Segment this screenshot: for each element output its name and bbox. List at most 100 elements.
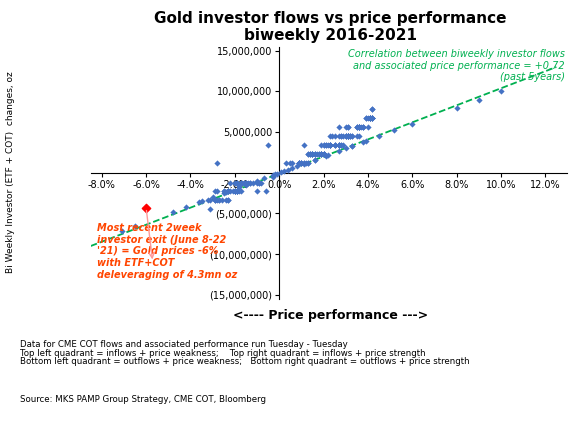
Point: [352, 124, 362, 131]
Point: [241, 179, 250, 186]
Point: [212, 197, 222, 204]
Point: [206, 197, 215, 204]
Point: [346, 133, 355, 139]
Point: [343, 124, 353, 131]
Point: [361, 115, 370, 122]
Point: [341, 133, 350, 139]
Point: [308, 151, 317, 157]
Point: [366, 115, 375, 122]
Point: [117, 227, 126, 234]
Point: [496, 88, 505, 95]
Point: [221, 197, 230, 204]
Point: [232, 188, 242, 195]
Point: [239, 179, 249, 186]
Point: [168, 209, 177, 215]
Point: [223, 197, 233, 204]
Point: [341, 133, 350, 139]
Point: [367, 115, 377, 122]
Point: [299, 160, 308, 167]
Point: [367, 106, 377, 113]
Point: [237, 179, 246, 186]
Point: [367, 115, 377, 122]
Point: [305, 151, 315, 157]
Point: [355, 124, 364, 131]
Point: [328, 133, 337, 139]
Point: [215, 197, 224, 204]
Point: [346, 133, 355, 139]
Point: [361, 115, 370, 122]
Point: [316, 151, 326, 157]
Point: [303, 151, 312, 157]
Point: [343, 133, 353, 139]
Point: [310, 156, 319, 163]
Point: [316, 151, 326, 157]
Point: [335, 142, 344, 148]
Point: [252, 179, 261, 186]
Text: Data for CME COT flows and associated performance run Tuesday - Tuesday: Data for CME COT flows and associated pe…: [20, 340, 348, 349]
Point: [294, 159, 304, 166]
Point: [226, 179, 235, 186]
Point: [352, 124, 362, 131]
Text: Bottom left quadrant = outflows + price weakness;   Bottom right quadrant = outf: Bottom left quadrant = outflows + price …: [20, 357, 470, 365]
Point: [374, 133, 384, 139]
Point: [221, 189, 230, 196]
Point: [321, 142, 331, 148]
Point: [325, 142, 335, 148]
Point: [335, 133, 344, 139]
Point: [312, 151, 322, 157]
Point: [367, 115, 377, 122]
Point: [339, 133, 348, 139]
Point: [232, 188, 242, 195]
Point: [347, 133, 357, 139]
Point: [474, 96, 483, 103]
Point: [452, 104, 461, 111]
Point: [347, 133, 357, 139]
Point: [292, 163, 302, 170]
Text: Correlation between biweekly investor flows
and associated price performance = +: Correlation between biweekly investor fl…: [348, 49, 565, 82]
Point: [232, 179, 242, 186]
Point: [359, 139, 368, 145]
Point: [408, 120, 417, 127]
Point: [310, 151, 319, 157]
Point: [288, 165, 297, 171]
Point: [335, 142, 344, 148]
Point: [237, 179, 246, 186]
Point: [321, 152, 331, 159]
Point: [355, 124, 364, 131]
Point: [355, 124, 364, 131]
Point: [366, 115, 375, 122]
Point: [343, 133, 353, 139]
Point: [324, 151, 333, 158]
Point: [301, 159, 311, 166]
Point: [232, 179, 242, 186]
Point: [310, 151, 319, 157]
Point: [363, 115, 373, 122]
Point: [232, 188, 242, 195]
Point: [330, 142, 339, 148]
Point: [294, 159, 304, 166]
Point: [319, 151, 328, 157]
Point: [181, 204, 191, 210]
Point: [343, 133, 353, 139]
Point: [232, 179, 242, 186]
Point: [212, 188, 222, 195]
Point: [308, 151, 317, 157]
Point: [325, 142, 335, 148]
Point: [308, 151, 317, 157]
Point: [235, 188, 244, 195]
Point: [254, 179, 264, 186]
Point: [343, 124, 353, 131]
Point: [319, 151, 328, 157]
Point: [325, 142, 335, 148]
Text: <---- Price performance --->: <---- Price performance --->: [233, 310, 428, 322]
Point: [288, 159, 297, 166]
Point: [352, 133, 362, 139]
Point: [319, 142, 328, 148]
Point: [237, 188, 246, 195]
Point: [303, 159, 312, 166]
Point: [299, 142, 308, 148]
Point: [223, 188, 233, 195]
Point: [210, 197, 219, 204]
Point: [299, 159, 308, 166]
Point: [366, 115, 375, 122]
